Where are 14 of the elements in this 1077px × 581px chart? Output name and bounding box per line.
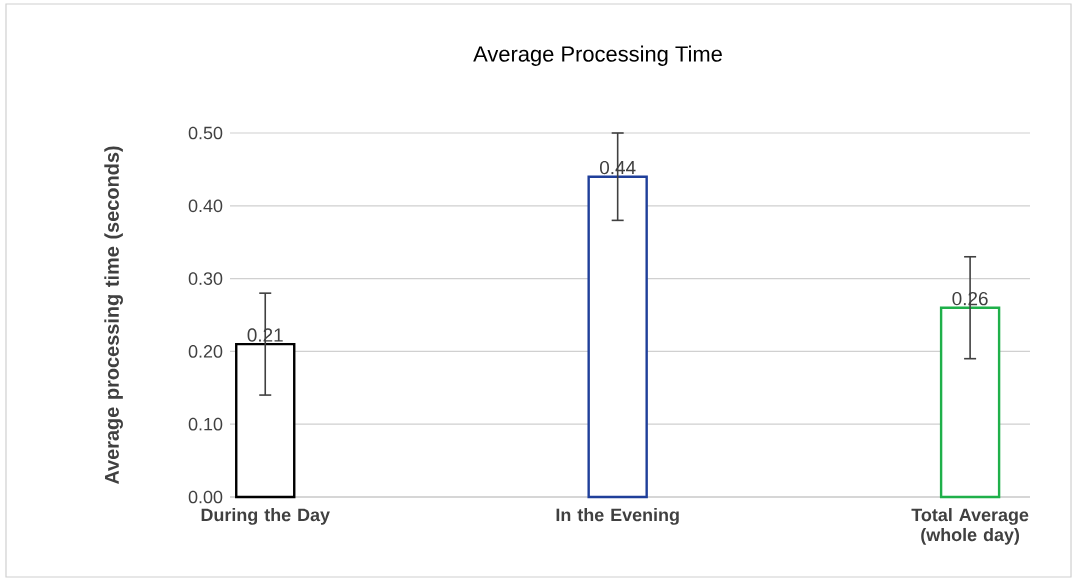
y-tick-label: 0.20 <box>188 345 223 358</box>
y-tick-label: 0.10 <box>188 417 223 431</box>
y-tick-label: 0.50 <box>188 126 223 140</box>
y-tick-label: 0.30 <box>188 272 223 285</box>
bar <box>587 175 648 499</box>
x-tick-label: During the Day <box>201 508 330 525</box>
x-tick-label: Total Average (whole day) <box>911 508 1029 545</box>
y-tick-label: 0.00 <box>188 490 223 504</box>
x-tick-label: In the Evening <box>556 508 679 525</box>
y-axis-title: Average processing time (seconds) <box>104 146 123 485</box>
bar <box>235 342 296 499</box>
bar <box>939 306 1001 499</box>
y-tick-label: 0.40 <box>188 199 223 213</box>
chart-title: Average Processing Time <box>473 45 722 66</box>
